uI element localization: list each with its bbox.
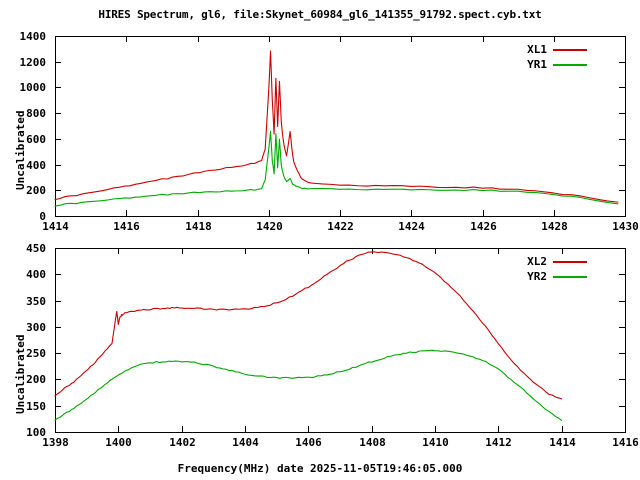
x-axis-tick-label: 1408 (359, 436, 386, 449)
top-panel-canvas (54, 36, 626, 217)
trace-xl1 (54, 50, 619, 203)
legend-label-xl1: XL1 (527, 43, 547, 56)
y-axis-tick-label: 150 (26, 399, 46, 413)
top-panel-ylabel: Uncalibrated (14, 110, 27, 190)
y-axis-tick-label: 450 (26, 241, 46, 255)
y-axis-tick-label: 300 (26, 320, 46, 334)
x-axis-tick-label: 1428 (541, 220, 568, 233)
y-axis-tick-label: 400 (26, 267, 46, 281)
y-axis-tick-label: 800 (26, 106, 46, 120)
x-axis-tick-label: 1402 (169, 436, 196, 449)
trace-yr2 (54, 349, 563, 421)
bottom-panel-canvas (54, 248, 626, 433)
y-axis-tick-label: 250 (26, 346, 46, 360)
legend-label-xl2: XL2 (527, 255, 547, 268)
x-axis-tick-label: 1412 (485, 436, 512, 449)
y-axis-tick-label: 400 (26, 158, 46, 172)
page-title: HIRES Spectrum, gl6, file:Skynet_60984_g… (98, 8, 542, 21)
trace-yr1 (54, 130, 619, 207)
x-axis-tick-label: 1416 (612, 436, 639, 449)
trace-xl2 (54, 251, 563, 400)
x-axis-tick-label: 1422 (327, 220, 354, 233)
x-axis-tick-label: 1426 (470, 220, 497, 233)
x-axis-label-footer: Frequency(MHz) date 2025-11-05T19:46:05.… (177, 462, 463, 475)
x-axis-tick-label: 1410 (422, 436, 449, 449)
x-axis-tick-label: 1424 (398, 220, 425, 233)
legend-label-yr1: YR1 (527, 58, 547, 71)
x-axis-tick-label: 1414 (42, 220, 69, 233)
x-axis-tick-label: 1420 (256, 220, 283, 233)
bottom-spectrum-panel: Uncalibrated 100 150 200 250 300 350 400 450 139… (0, 242, 640, 462)
legend-label-yr2: YR2 (527, 270, 547, 283)
y-axis-tick-label: 200 (26, 372, 46, 386)
y-axis-tick-label: 1000 (19, 80, 47, 94)
x-axis-tick-label: 1414 (549, 436, 576, 449)
x-axis-tick-label: 1400 (105, 436, 132, 449)
y-axis-tick-label: 350 (26, 294, 46, 308)
x-axis-tick-label: 1418 (185, 220, 212, 233)
y-axis-tick-label: 0 (39, 209, 46, 223)
x-axis-tick-label: 1430 (612, 220, 639, 233)
x-axis-tick-label: 1404 (232, 436, 259, 449)
x-axis-tick-label: 1398 (42, 436, 69, 449)
top-spectrum-panel: Uncalibrated 0 200 400 600 800 1000 1200 1400 14… (0, 30, 640, 242)
y-axis-tick-label: 200 (26, 183, 46, 197)
y-axis-tick-label: 1200 (19, 55, 47, 69)
y-axis-tick-label: 100 (26, 425, 46, 439)
x-axis-tick-label: 1416 (113, 220, 140, 233)
y-axis-tick-label: 1400 (19, 29, 47, 43)
x-axis-tick-label: 1406 (295, 436, 322, 449)
y-axis-tick-label: 600 (26, 132, 46, 146)
